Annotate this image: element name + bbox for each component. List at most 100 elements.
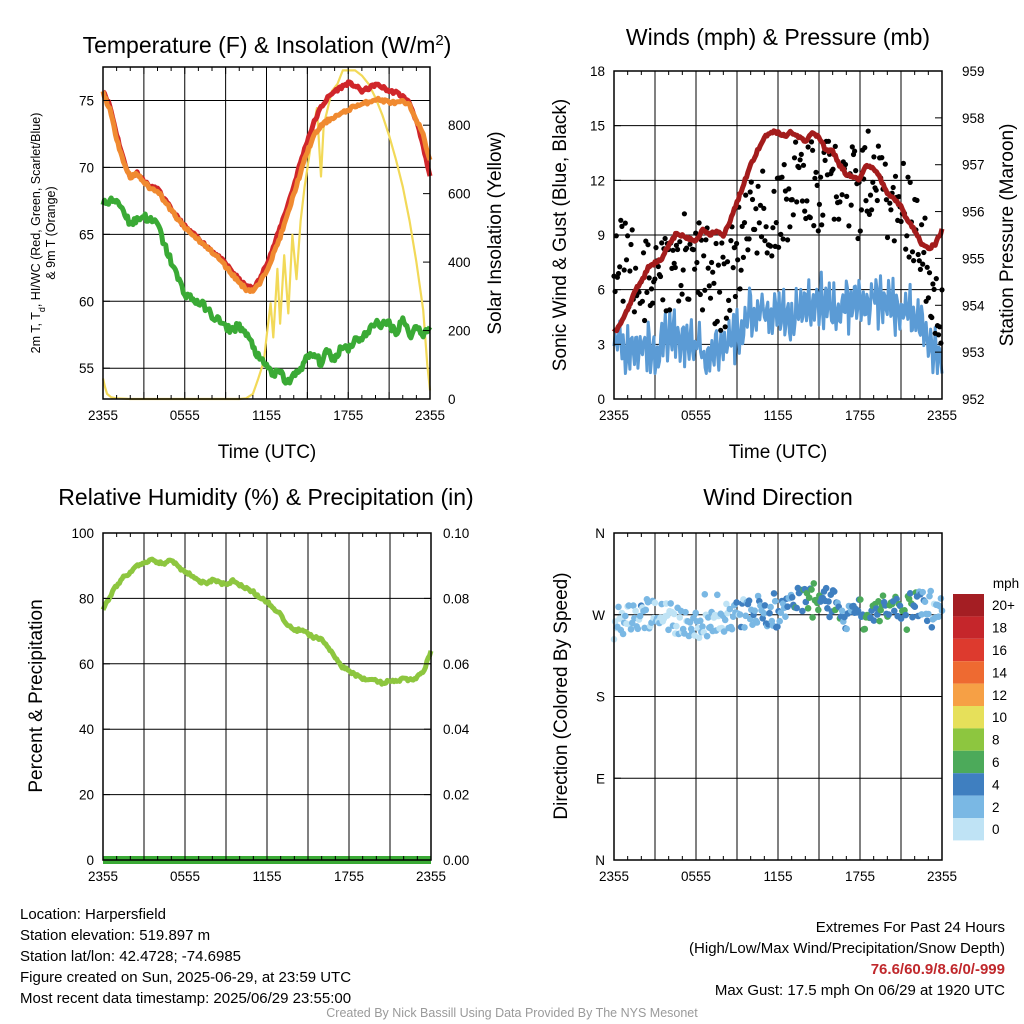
colorbar-label: 20+	[992, 598, 1015, 613]
gust-point	[791, 155, 798, 161]
direction-point	[754, 592, 762, 600]
gust-point	[756, 220, 762, 226]
gust-point	[873, 187, 879, 193]
speed-colorbar: 20+ 18 16 14 12 10 8 6 4 2 0	[953, 594, 1015, 841]
gust-point	[731, 245, 737, 251]
gust-point	[771, 188, 777, 194]
gust-point	[849, 144, 855, 150]
y2-tick-label: 953	[962, 345, 985, 360]
y-tick-label: 75	[79, 93, 94, 108]
winds-ylabel: Sonic Wind & Gust (Blue, Black)	[550, 99, 571, 371]
gust-point	[839, 192, 845, 198]
direction-point	[861, 625, 869, 633]
temperature-ylabel: 2m T, Td, HI/WC (Red, Green, Scarlet/Blu…	[29, 113, 58, 354]
gust-point	[681, 211, 688, 217]
direction-point	[741, 624, 748, 631]
direction-point	[809, 614, 816, 621]
direction-point	[909, 613, 916, 621]
y-tick-label: 9	[597, 228, 605, 243]
gust-point	[814, 182, 820, 188]
y-tick-label: 3	[597, 337, 605, 352]
gust-point	[747, 189, 753, 195]
station-location: Location: Harpersfield	[20, 906, 166, 923]
direction-point	[870, 617, 878, 624]
gust-point	[891, 238, 897, 244]
temperature-2m-line	[101, 79, 433, 291]
gust-point	[739, 223, 745, 229]
direction-point	[673, 622, 680, 630]
gust-point	[619, 223, 625, 229]
gust-point	[920, 261, 926, 267]
gust-point	[907, 179, 913, 185]
gust-point	[818, 174, 824, 180]
y-tick-label: N	[595, 853, 605, 868]
colorbar-swatch	[953, 706, 984, 729]
gust-point	[837, 199, 843, 205]
direction-point	[615, 603, 622, 611]
gust-point	[627, 268, 633, 274]
gust-point	[709, 259, 715, 266]
gust-point	[862, 145, 868, 151]
y-tick-label: 100	[71, 526, 94, 541]
y-tick-label: 0	[86, 853, 94, 868]
gust-point	[645, 242, 651, 248]
gust-point	[711, 280, 717, 286]
gust-point	[883, 197, 890, 203]
direction-point	[830, 588, 838, 595]
gust-point	[811, 223, 817, 229]
gust-point	[810, 147, 816, 153]
gust-point	[652, 276, 658, 282]
direction-point	[857, 596, 864, 603]
direction-point	[630, 602, 637, 609]
gust-point	[842, 161, 849, 168]
direction-point	[720, 628, 728, 635]
x-tick-label: 1155	[763, 408, 792, 423]
y2-tick-label: 955	[962, 251, 985, 266]
direction-point	[622, 612, 629, 620]
direction-title: Wind Direction	[703, 484, 853, 510]
y-tick-label: S	[596, 690, 605, 705]
humidity-line	[100, 556, 434, 687]
gust-point	[680, 267, 686, 273]
gust-point	[755, 183, 761, 189]
gust-point	[884, 234, 891, 241]
colorbar-swatch	[953, 818, 984, 841]
gust-point	[929, 314, 935, 321]
gust-point	[696, 220, 702, 226]
gust-point	[836, 216, 842, 222]
gust-point	[906, 254, 912, 260]
gust-point	[937, 324, 943, 330]
gust-point	[789, 197, 795, 203]
colorbar-label: 0	[992, 822, 1000, 837]
direction-point	[703, 632, 711, 640]
direction-point	[921, 598, 929, 605]
direction-point	[826, 613, 833, 621]
winds-plot-area	[611, 128, 945, 375]
gust-point	[781, 162, 787, 168]
gust-point	[738, 267, 744, 273]
direction-point	[782, 613, 789, 620]
direction-point	[699, 623, 706, 630]
gust-point	[653, 245, 659, 251]
gust-point	[822, 157, 828, 163]
colorbar-swatch	[953, 750, 984, 774]
direction-point	[771, 597, 779, 605]
gust-point	[779, 174, 785, 180]
gust-point	[848, 202, 854, 208]
gust-point	[773, 220, 779, 226]
gust-point	[657, 273, 664, 280]
direction-point	[906, 590, 914, 597]
gust-point	[749, 196, 756, 203]
gust-point	[790, 212, 796, 218]
gust-point	[871, 154, 877, 160]
x-tick-label: 2355	[927, 869, 957, 884]
direction-point	[774, 623, 781, 630]
gust-point	[745, 247, 751, 253]
gust-point	[622, 220, 628, 226]
gust-point	[675, 246, 681, 253]
gust-point	[892, 173, 899, 179]
gust-point	[858, 207, 865, 213]
station-info: Location: Harpersfield Station elevation…	[20, 904, 351, 1009]
gust-point	[787, 224, 793, 230]
